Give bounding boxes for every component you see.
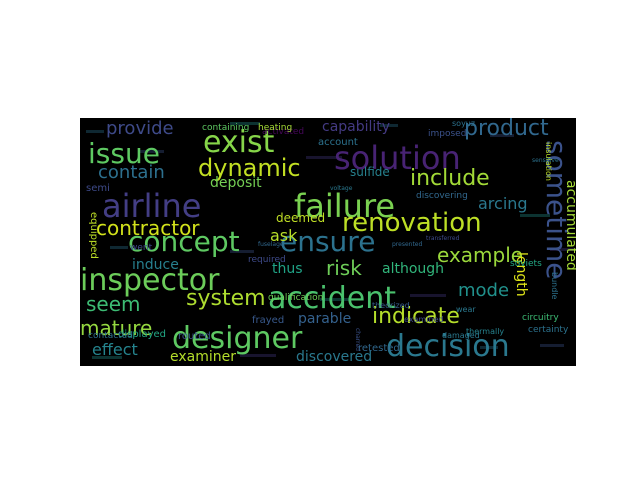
- cloud-word: presented: [392, 241, 423, 248]
- cloud-word: ensure: [280, 225, 376, 258]
- cloud-word: heating: [258, 123, 293, 133]
- cloud-word: induce: [132, 257, 179, 273]
- cloud-word: arcing: [478, 194, 528, 213]
- filler-mark: [410, 294, 446, 297]
- cloud-word: decision: [386, 329, 510, 364]
- cloud-word: soviets: [510, 259, 542, 269]
- cloud-word: dynamic: [198, 154, 301, 182]
- cloud-word: retested: [358, 343, 400, 354]
- cloud-word: thus: [272, 261, 303, 277]
- cloud-word: include: [410, 166, 490, 191]
- cloud-word: sulfide: [350, 165, 390, 179]
- word-cloud: solution sometime decision airline failure is…: [80, 118, 576, 366]
- cloud-word: failure: [294, 187, 396, 225]
- filler-mark: [490, 134, 514, 137]
- cloud-word: capability: [322, 119, 391, 135]
- cloud-word: provide: [106, 118, 174, 139]
- cloud-word: although: [382, 261, 445, 277]
- cloud-word: soyuz: [452, 119, 476, 128]
- filler-mark: [380, 124, 398, 127]
- cloud-word: inspector: [80, 263, 220, 298]
- cloud-word: mode: [458, 280, 510, 301]
- cloud-word: routed: [178, 331, 211, 342]
- cloud-word: displayed: [118, 329, 167, 340]
- cloud-word: indicate: [372, 304, 460, 329]
- filler-mark: [86, 130, 104, 133]
- cloud-word: imposed: [428, 129, 467, 139]
- cloud-word: circuitry: [522, 313, 559, 323]
- cloud-word: exist: [203, 125, 275, 160]
- cloud-word: wear: [456, 305, 476, 314]
- cloud-word: discovered: [296, 349, 373, 365]
- filler-mark: [110, 246, 128, 249]
- cloud-word: examiner: [170, 349, 237, 365]
- cloud-word: discovering: [416, 191, 468, 201]
- cloud-word: risk: [326, 256, 362, 280]
- cloud-word: went: [130, 243, 153, 253]
- cloud-word: qualification: [268, 293, 324, 303]
- cloud-word: effect: [92, 340, 138, 359]
- cloud-word: accident: [268, 281, 396, 316]
- filler-mark: [520, 214, 550, 217]
- cloud-word: deemed: [276, 211, 326, 225]
- cloud-word: semi: [86, 183, 110, 194]
- cloud-word: contractor: [96, 216, 200, 240]
- cloud-word: issue: [88, 137, 160, 170]
- cloud-word: sensitive: [532, 157, 559, 164]
- cloud-word: charred: [354, 328, 361, 351]
- cloud-word: voltage: [330, 185, 353, 192]
- cloud-word: renovation: [342, 208, 482, 238]
- cloud-word: frayed: [252, 315, 285, 326]
- cloud-word: bundle: [550, 272, 559, 300]
- cloud-word: activated: [262, 127, 305, 137]
- cloud-word: solution: [334, 139, 461, 177]
- cloud-word: theorized: [372, 301, 410, 310]
- cloud-word: ask: [270, 226, 298, 245]
- cloud-word: account: [318, 137, 358, 148]
- cloud-word: certainty: [528, 325, 569, 335]
- filler-mark: [320, 298, 350, 301]
- cloud-word: designer: [172, 321, 303, 356]
- cloud-word: equipped: [88, 212, 99, 259]
- filler-mark: [240, 354, 276, 357]
- filler-mark: [480, 346, 498, 349]
- cloud-word: deposit: [210, 175, 262, 191]
- cloud-word: required: [248, 255, 286, 265]
- cloud-word: accumulated: [563, 180, 576, 271]
- cloud-word: contacted: [88, 331, 133, 341]
- filler-mark: [550, 248, 576, 251]
- cloud-word: containing: [202, 123, 250, 133]
- cloud-word: transferred: [426, 235, 460, 242]
- cloud-word: example: [437, 243, 524, 267]
- filler-mark: [92, 356, 122, 359]
- cloud-word: fuselage: [258, 241, 284, 248]
- cloud-word: product: [464, 118, 549, 141]
- filler-mark: [540, 344, 564, 347]
- filler-mark: [230, 250, 254, 253]
- filler-mark: [140, 150, 164, 153]
- cloud-word: airline: [102, 187, 202, 225]
- cloud-word: concept: [128, 225, 240, 258]
- cloud-word: parable: [298, 311, 352, 327]
- cloud-word: seem: [86, 292, 141, 316]
- cloud-word: contain: [98, 162, 165, 183]
- cloud-word: damaged: [442, 331, 480, 340]
- cloud-word: examined: [404, 315, 444, 324]
- cloud-word: mature: [80, 316, 153, 340]
- filler-mark: [306, 156, 342, 159]
- cloud-word: system: [186, 286, 266, 311]
- cloud-word: thermally: [466, 327, 505, 336]
- filler-mark: [230, 122, 260, 125]
